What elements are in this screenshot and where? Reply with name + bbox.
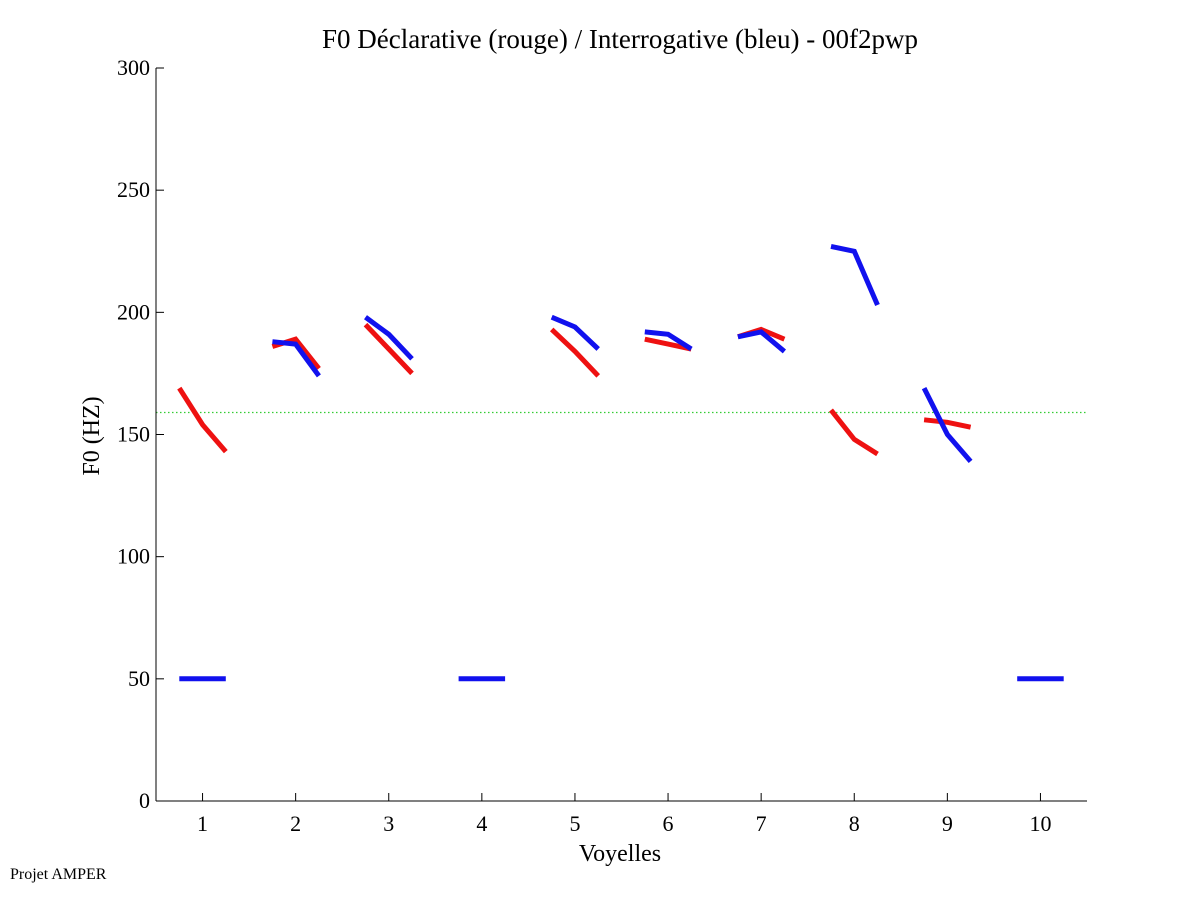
y-tick-label: 150 [117, 422, 150, 447]
series-interrogative-segment-9 [921, 386, 973, 464]
series-declarative-segment-6 [644, 336, 692, 352]
x-tick-label: 3 [383, 811, 394, 836]
x-tick-label: 1 [197, 811, 208, 836]
series-interrogative-segment-5 [550, 314, 600, 351]
series-interrogative-segment-6 [644, 329, 693, 352]
series-declarative-segment-5 [549, 327, 601, 378]
y-tick-label: 300 [117, 55, 150, 80]
series-interrogative-segment-7 [737, 329, 787, 354]
series-declarative-segment-9 [923, 417, 972, 430]
chart-title: F0 Déclarative (rouge) / Interrogative (… [322, 24, 918, 54]
x-tick-label: 7 [756, 811, 767, 836]
x-tick-label: 5 [569, 811, 580, 836]
x-tick-label: 9 [942, 811, 953, 836]
y-tick-label: 0 [139, 788, 150, 813]
series-interrogative-segment-2 [272, 339, 321, 378]
y-tick-label: 100 [117, 544, 150, 569]
series-declarative-segment-1 [177, 386, 228, 454]
y-tick-label: 250 [117, 177, 150, 202]
y-axis-label: F0 (HZ) [79, 396, 105, 475]
x-tick-label: 4 [476, 811, 487, 836]
series-declarative-segment-8 [829, 408, 879, 457]
series-interrogative-segment-8 [830, 243, 880, 306]
footer-credit: Projet AMPER [10, 866, 107, 883]
x-tick-label: 10 [1029, 811, 1051, 836]
x-tick-label: 6 [663, 811, 674, 836]
series-declarative-segment-3 [363, 322, 414, 376]
plot-area: 0 50 100 150 200 250 300 1 2 3 4 5 6 7 8 9 10 [117, 55, 1087, 836]
x-axis-label: Voyelles [579, 841, 661, 867]
y-tick-label: 200 [117, 299, 150, 324]
series-interrogative-segment-3 [364, 315, 414, 361]
y-tick-label: 50 [128, 666, 150, 691]
x-tick-label: 8 [849, 811, 860, 836]
x-tick-label: 2 [290, 811, 301, 836]
